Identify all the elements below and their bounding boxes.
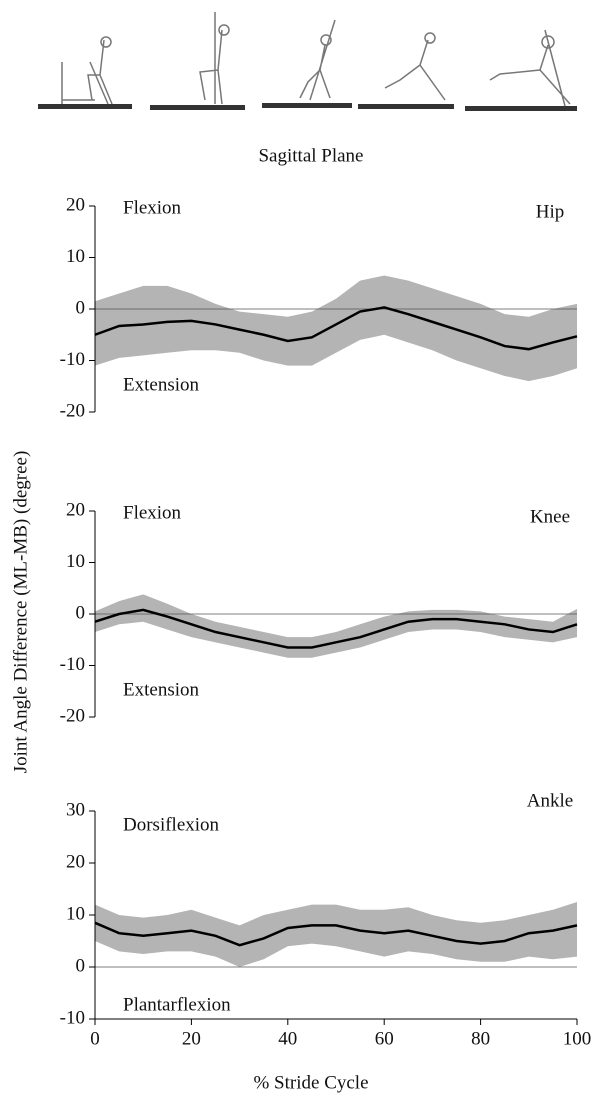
y-tick-label: -10 — [60, 349, 85, 370]
y-tick-label: 10 — [66, 551, 85, 572]
sd-band — [95, 594, 577, 658]
direction-label: Flexion — [123, 502, 182, 523]
gait-illustration — [38, 12, 577, 111]
x-tick-label: 60 — [375, 1028, 394, 1049]
direction-label: Flexion — [123, 197, 182, 218]
direction-label: Extension — [123, 679, 199, 700]
x-tick-label: 80 — [471, 1028, 490, 1049]
joint-label: Knee — [530, 506, 570, 527]
mean-line — [94, 921, 578, 947]
y-tick-label: -20 — [60, 400, 85, 421]
y-tick-label: 0 — [76, 297, 86, 318]
joint-label: Ankle — [527, 790, 573, 811]
x-axis-label: % Stride Cycle — [253, 1072, 368, 1093]
y-tick-label: 20 — [66, 851, 85, 872]
y-tick-label: -10 — [60, 654, 85, 675]
x-tick-label: 40 — [278, 1028, 297, 1049]
mean-line — [94, 608, 578, 649]
y-axis-label: Joint Angle Difference (ML-MB) (degree) — [10, 451, 31, 774]
direction-label: Plantarflexion — [123, 994, 231, 1015]
y-tick-label: 20 — [66, 194, 85, 215]
y-tick-label: 10 — [66, 903, 85, 924]
direction-label: Dorsiflexion — [123, 814, 220, 835]
y-tick-label: -20 — [60, 705, 85, 726]
y-tick-label: 0 — [76, 602, 86, 623]
mean-line — [94, 306, 578, 351]
y-tick-label: -10 — [60, 1007, 85, 1028]
x-tick-label: 100 — [563, 1028, 592, 1049]
x-tick-label: 0 — [90, 1028, 100, 1049]
sd-band — [95, 275, 577, 382]
figure-title: Sagittal Plane — [258, 145, 363, 166]
y-tick-label: 10 — [66, 246, 85, 267]
joint-label: Hip — [536, 201, 565, 222]
x-tick-label: 20 — [182, 1028, 201, 1049]
y-tick-label: 20 — [66, 499, 85, 520]
direction-label: Extension — [123, 374, 199, 395]
y-tick-label: 0 — [76, 955, 86, 976]
y-tick-label: 30 — [66, 799, 85, 820]
sd-band — [95, 902, 577, 967]
